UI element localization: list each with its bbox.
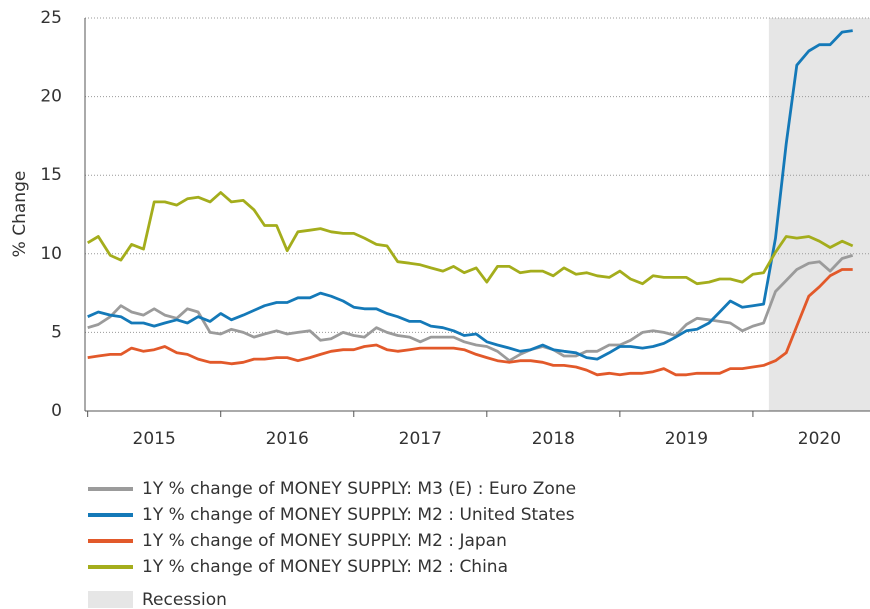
legend-label: 1Y % change of MONEY SUPPLY: M2 : United… <box>142 505 575 525</box>
x-tick-label: 2020 <box>798 429 841 449</box>
series-line <box>87 254 854 363</box>
y-axis-label: % Change <box>10 171 30 258</box>
y-tick-label: 5 <box>51 322 62 342</box>
x-tick-label: 2019 <box>665 429 708 449</box>
x-tick-label: 2015 <box>133 429 176 449</box>
series-line <box>87 268 853 377</box>
y-tick-label: 0 <box>51 401 62 421</box>
legend-label: 1Y % change of MONEY SUPPLY: M2 : China <box>142 557 508 577</box>
x-tick-label: 2018 <box>532 429 575 449</box>
x-tick-label: 2017 <box>399 429 442 449</box>
recession-band <box>768 18 870 411</box>
legend-label: 1Y % change of MONEY SUPPLY: M2 : Japan <box>142 531 507 551</box>
legend-label: Recession <box>142 590 227 609</box>
legend-label: 1Y % change of MONEY SUPPLY: M3 (E) : Eu… <box>142 479 576 499</box>
y-tick-label: 20 <box>40 87 62 107</box>
series-line <box>87 29 853 361</box>
y-tick-label: 25 <box>40 8 62 28</box>
y-tick-label: 10 <box>40 244 62 264</box>
x-tick-label: 2016 <box>266 429 309 449</box>
series-line <box>86 191 854 286</box>
y-tick-label: 15 <box>40 165 62 185</box>
legend-swatch <box>88 591 133 608</box>
